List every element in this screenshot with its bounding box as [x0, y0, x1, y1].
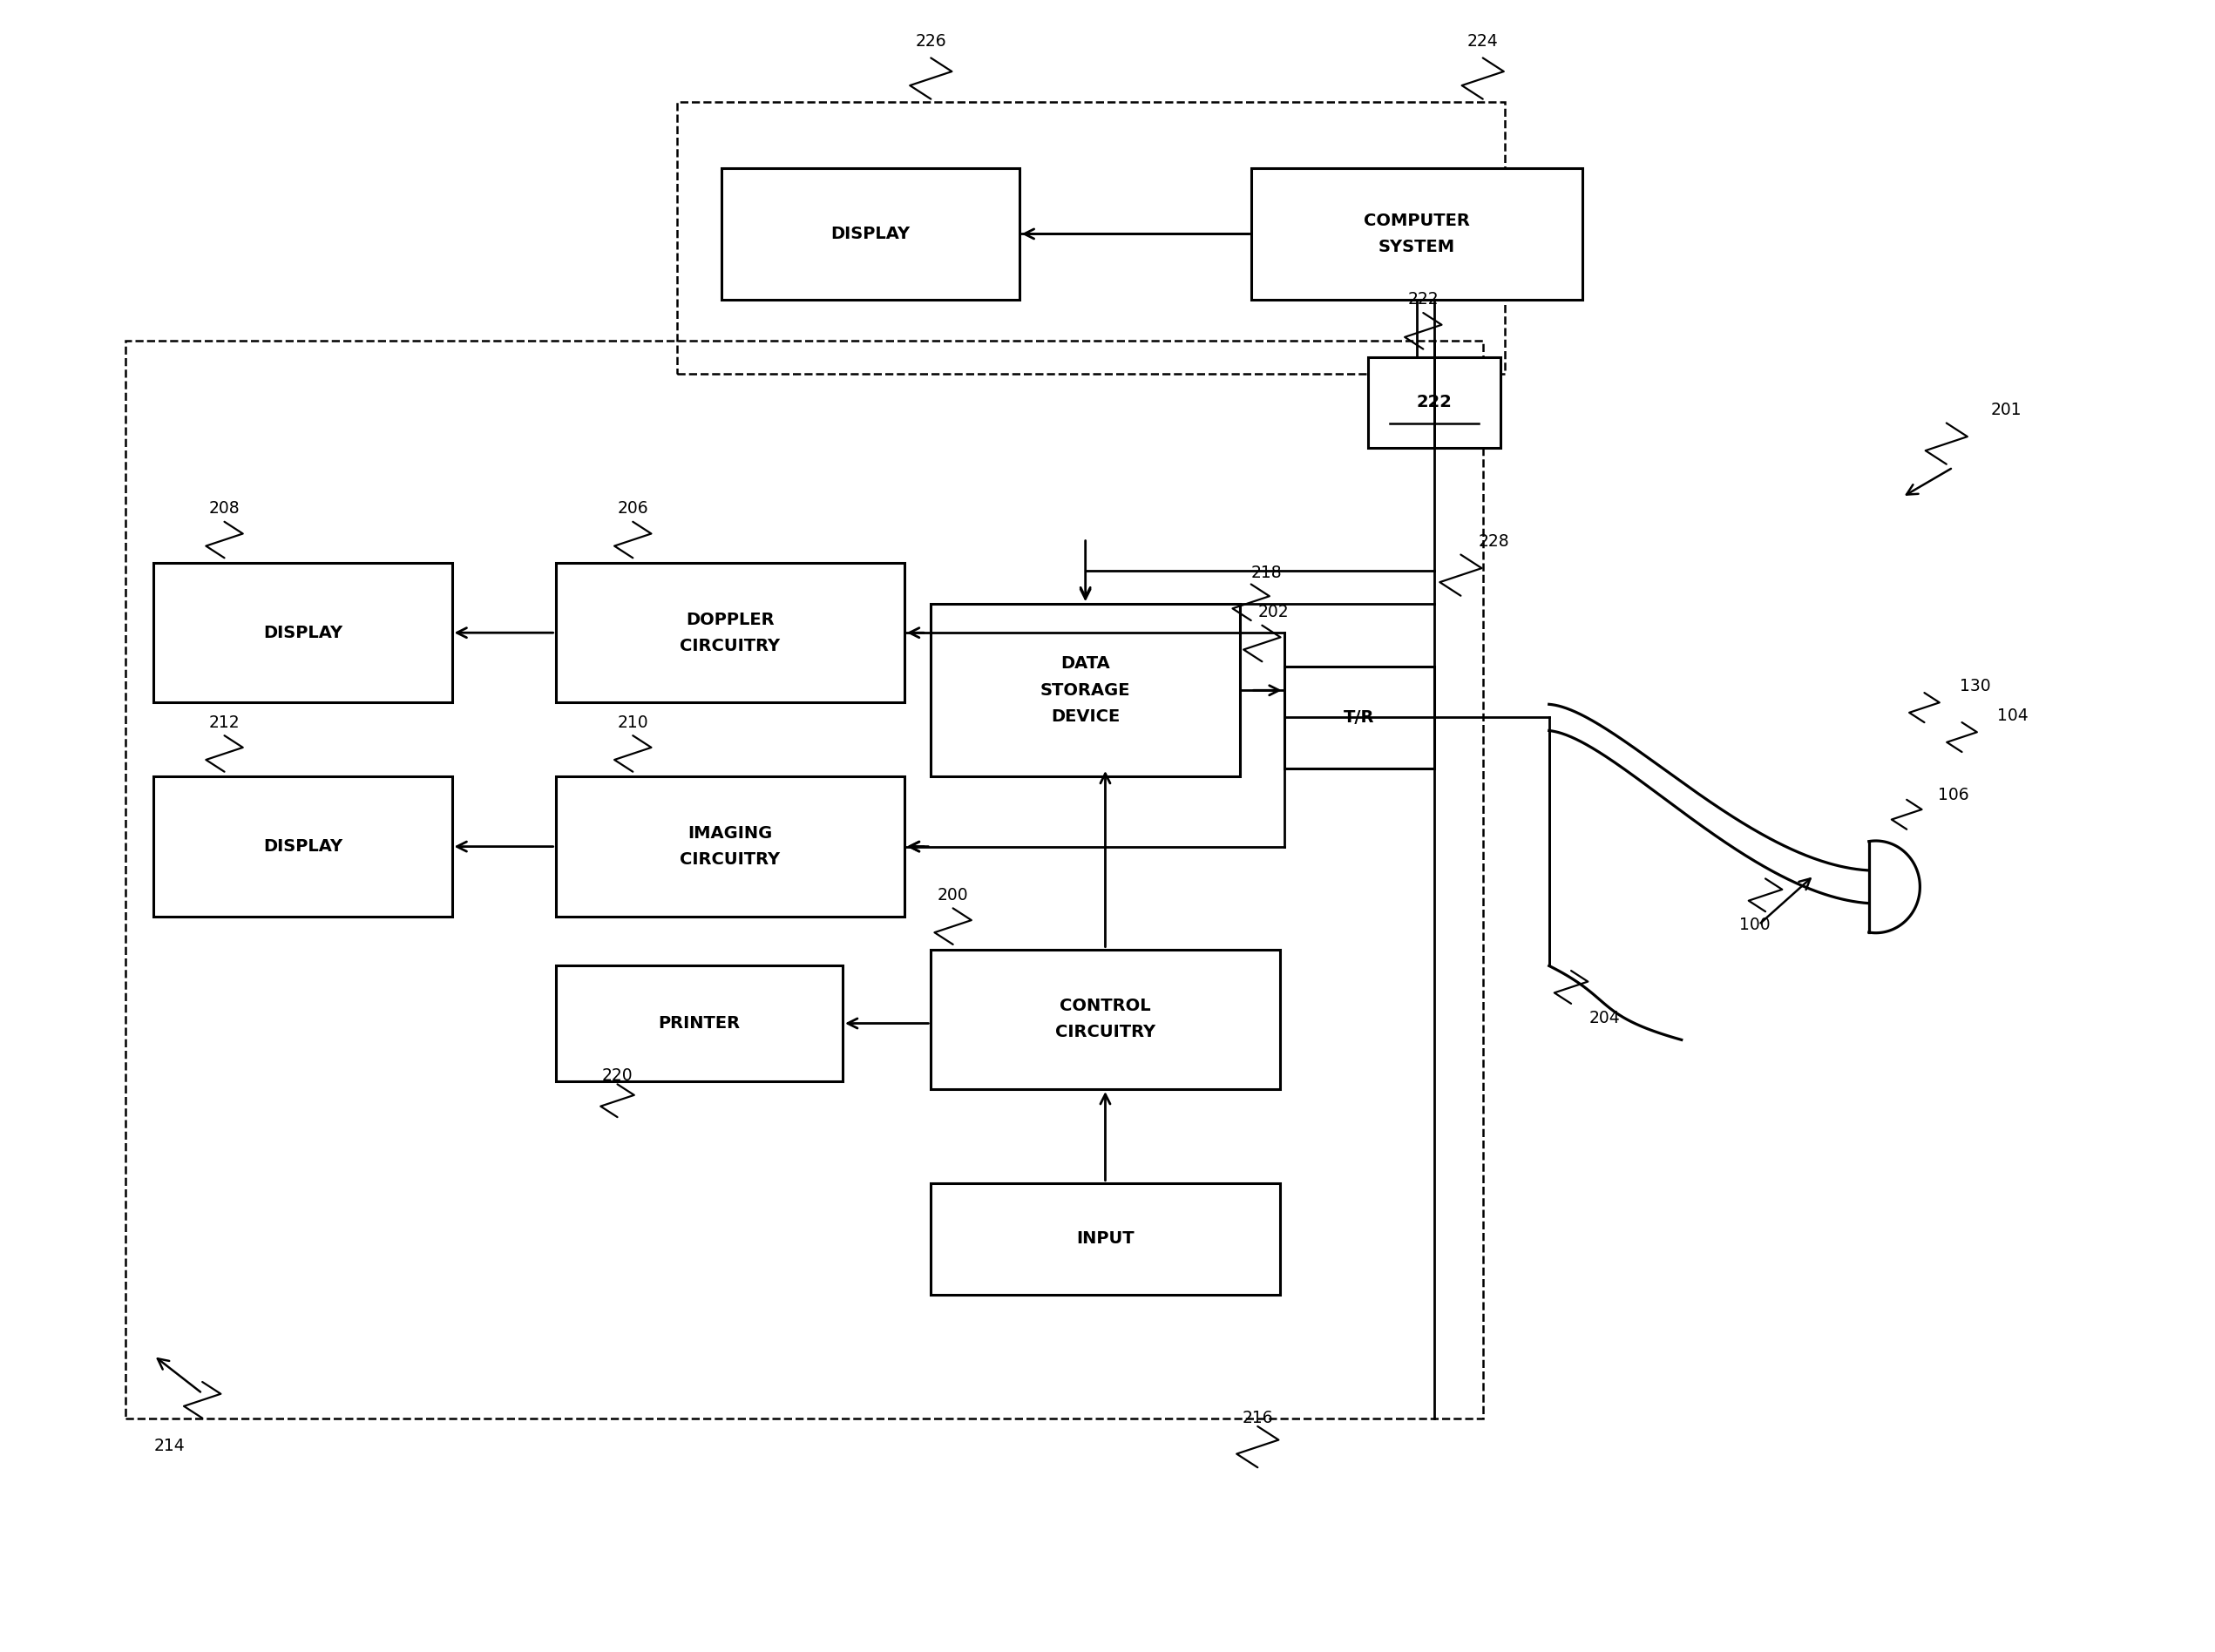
Bar — [930, 1183, 1280, 1295]
Bar — [556, 966, 842, 1080]
Text: 226: 226 — [915, 33, 946, 50]
Text: 100: 100 — [1739, 917, 1770, 933]
Text: 130: 130 — [1960, 677, 1991, 694]
Text: 218: 218 — [1251, 565, 1282, 582]
Text: IMAGING: IMAGING — [687, 824, 773, 841]
Bar — [153, 776, 452, 917]
Text: 200: 200 — [937, 887, 968, 904]
Text: 204: 204 — [1588, 1011, 1619, 1028]
Text: PRINTER: PRINTER — [658, 1014, 740, 1031]
Text: 210: 210 — [618, 714, 649, 730]
Text: 202: 202 — [1258, 605, 1289, 621]
Bar — [722, 169, 1019, 299]
Bar — [153, 563, 452, 702]
Text: 212: 212 — [208, 714, 239, 730]
Text: T/R: T/R — [1345, 709, 1376, 725]
Text: CIRCUITRY: CIRCUITRY — [680, 851, 780, 867]
Text: 208: 208 — [208, 501, 239, 517]
Text: 106: 106 — [1938, 786, 1969, 803]
Bar — [124, 340, 1482, 1417]
Text: 228: 228 — [1477, 534, 1508, 550]
Text: 222: 222 — [1415, 395, 1453, 411]
Text: 220: 220 — [602, 1067, 633, 1084]
Text: STORAGE: STORAGE — [1041, 682, 1130, 699]
Bar — [1285, 666, 1435, 768]
Bar — [678, 102, 1504, 373]
Text: DEVICE: DEVICE — [1050, 709, 1121, 725]
Bar — [556, 563, 904, 702]
Text: 224: 224 — [1466, 33, 1497, 50]
Text: DISPLAY: DISPLAY — [831, 226, 910, 243]
Text: DATA: DATA — [1061, 656, 1110, 672]
Text: 214: 214 — [153, 1437, 184, 1454]
Text: CONTROL: CONTROL — [1059, 998, 1152, 1014]
Text: CIRCUITRY: CIRCUITRY — [680, 638, 780, 654]
Text: 216: 216 — [1243, 1409, 1274, 1426]
Text: 206: 206 — [618, 501, 649, 517]
Text: INPUT: INPUT — [1076, 1231, 1134, 1247]
Text: DISPLAY: DISPLAY — [264, 624, 343, 641]
Text: CIRCUITRY: CIRCUITRY — [1054, 1024, 1156, 1041]
Bar — [1369, 357, 1500, 448]
Text: DISPLAY: DISPLAY — [264, 838, 343, 854]
Text: 222: 222 — [1409, 291, 1440, 307]
Text: DOPPLER: DOPPLER — [687, 611, 775, 628]
Text: COMPUTER: COMPUTER — [1364, 213, 1471, 230]
Bar — [930, 950, 1280, 1089]
Bar — [930, 605, 1240, 776]
Text: 104: 104 — [1998, 707, 2029, 724]
Text: SYSTEM: SYSTEM — [1378, 240, 1455, 256]
Text: 201: 201 — [1991, 401, 2022, 418]
Bar — [556, 776, 904, 917]
Bar — [1251, 169, 1582, 299]
